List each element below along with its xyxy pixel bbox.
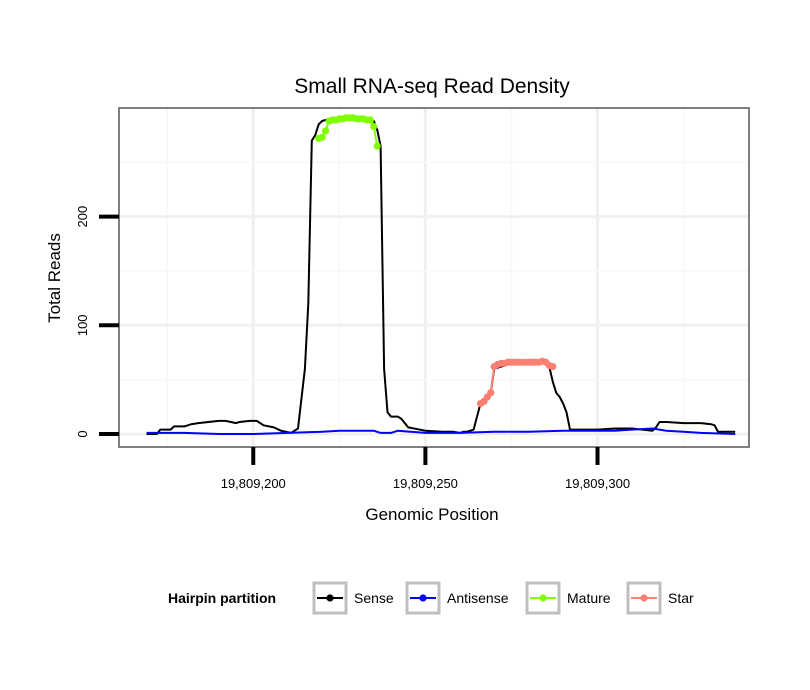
legend-point-star (640, 594, 648, 602)
legend-label-star: Star (668, 590, 694, 606)
y-tick-label: 0 (75, 430, 90, 437)
x-tick-label: 19,809,200 (221, 476, 286, 491)
plot-background (119, 108, 749, 447)
x-tick-label: 19,809,300 (565, 476, 630, 491)
mature-point (373, 142, 381, 150)
y-axis-ticks: 0 100 200 (75, 206, 119, 438)
legend: Hairpin partition Sense Antisense Mature St… (168, 581, 694, 615)
x-tick-label: 19,809,250 (393, 476, 458, 491)
legend-label-sense: Sense (354, 590, 394, 606)
x-axis-ticks: 19,809,200 19,809,250 19,809,300 (221, 447, 630, 491)
series-line-sense (146, 117, 736, 435)
legend-label-antisense: Antisense (447, 590, 509, 606)
x-axis-label: Genomic Position (365, 505, 498, 524)
series-line-antisense (146, 427, 736, 435)
chart-title: Small RNA-seq Read Density (294, 75, 570, 98)
star-point (549, 362, 557, 371)
mature-point (318, 133, 326, 141)
y-tick-label: 200 (75, 206, 90, 228)
legend-point-mature (539, 594, 547, 602)
star-point (487, 389, 495, 397)
legend-title: Hairpin partition (168, 590, 276, 606)
mature-point (370, 122, 378, 131)
legend-point-antisense (419, 594, 427, 602)
plot-border (118, 107, 750, 448)
series-layer (146, 114, 736, 435)
y-axis-label: Total Reads (45, 233, 64, 323)
y-tick-label: 100 (75, 314, 90, 336)
legend-point-sense (326, 594, 334, 602)
mature-point (366, 116, 374, 124)
mature-point (321, 127, 330, 135)
legend-label-mature: Mature (567, 590, 611, 606)
